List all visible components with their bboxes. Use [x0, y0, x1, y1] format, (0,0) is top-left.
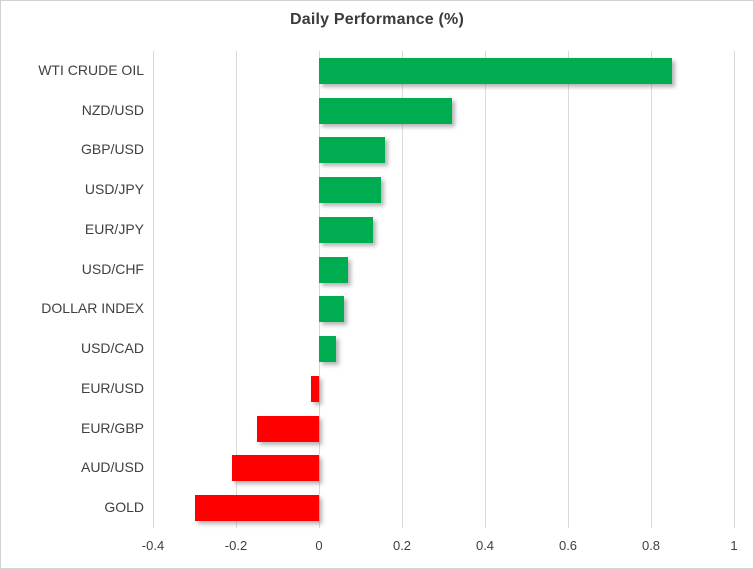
bar-usd-chf	[319, 256, 349, 283]
bar-usd-jpy	[319, 177, 382, 204]
gridline	[318, 51, 320, 528]
category-label: USD/JPY	[84, 181, 144, 198]
gridline	[733, 51, 735, 528]
x-tick-label: 0.8	[641, 538, 661, 553]
bar-eur-gbp	[256, 415, 319, 442]
value-axis: -0.4 -0.2 0 0.2 0.4 0.6 0.8 1	[142, 538, 738, 558]
category-label: AUD/USD	[80, 459, 144, 476]
x-tick-label: 1	[730, 538, 738, 553]
x-tick-label: 0.6	[558, 538, 578, 553]
x-tick-label: -0.4	[141, 538, 165, 553]
gridline	[401, 51, 403, 528]
gridline	[235, 51, 237, 528]
chart-title: Daily Performance (%)	[289, 11, 465, 28]
x-tick-label: -0.2	[224, 538, 248, 553]
bar-eur-jpy	[319, 216, 373, 243]
category-label: USD/CAD	[80, 340, 144, 357]
bar-gold	[194, 495, 319, 522]
gridline	[484, 51, 486, 528]
bar-gbp-usd	[319, 137, 386, 164]
bar-usd-cad	[319, 336, 336, 363]
bar-dollar-index	[319, 296, 344, 323]
bar-nzd-usd	[319, 97, 452, 124]
category-label: USD/CHF	[81, 260, 144, 277]
category-label: EUR/GBP	[80, 419, 144, 436]
bar-eur-usd	[310, 375, 319, 402]
category-label: GOLD	[104, 499, 144, 516]
x-tick-label: 0	[315, 538, 323, 553]
gridline	[650, 51, 652, 528]
bar-wti-crude-oil	[319, 57, 672, 84]
category-axis: WTI CRUDE OIL NZD/USD GBP/USD USD/JPY EUR/JP…	[1, 51, 144, 528]
category-label: DOLLAR INDEX	[41, 300, 144, 317]
gridline	[152, 51, 154, 528]
x-tick-label: 0.4	[475, 538, 495, 553]
x-tick-label: 0.2	[392, 538, 412, 553]
plot-area	[152, 51, 735, 528]
category-label: WTI CRUDE OIL	[38, 61, 144, 78]
category-label: EUR/USD	[80, 379, 144, 396]
gridline	[567, 51, 569, 528]
category-label: NZD/USD	[81, 101, 144, 118]
bar-aud-usd	[231, 455, 319, 482]
category-label: EUR/JPY	[84, 220, 144, 237]
category-label: GBP/USD	[80, 141, 144, 158]
